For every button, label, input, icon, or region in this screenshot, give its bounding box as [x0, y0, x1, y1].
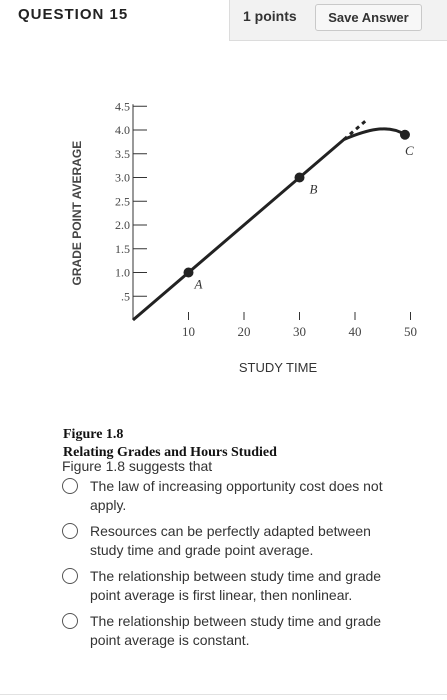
- dashed-extension-line: [342, 119, 368, 141]
- save-answer-button[interactable]: Save Answer: [315, 4, 422, 31]
- option-text-line: The law of increasing opportunity cost d…: [90, 478, 383, 494]
- chart: .5 1.0 1.5 2.0 2.5 3.0 3.5 4.0 4.5 10 20 30 40 50 GRAD…: [70, 99, 417, 375]
- figure-number: Figure 1.8: [63, 427, 124, 442]
- y-tick-label: 4.5: [115, 99, 130, 113]
- point-label-c: C: [405, 143, 414, 158]
- figure-caption: Figure 1.8 Relating Grades and Hours Stu…: [63, 426, 277, 462]
- y-tick-label: 3.5: [115, 147, 130, 161]
- radio-button[interactable]: [62, 613, 78, 629]
- point-c: [399, 129, 410, 140]
- option-text-line: Resources can be perfectly adapted betwe…: [90, 523, 371, 539]
- radio-button[interactable]: [62, 568, 78, 584]
- option-text-line: point average is constant.: [90, 632, 250, 648]
- y-tick-label: 2.5: [115, 194, 130, 208]
- option-text-line: study time and grade point average.: [90, 542, 314, 558]
- answer-option-3[interactable]: The relationship between study time and …: [62, 567, 442, 605]
- y-tick-label: .5: [121, 289, 130, 303]
- radio-button[interactable]: [62, 478, 78, 494]
- points-label: 1 points: [243, 8, 297, 24]
- x-tick-label: 30: [293, 324, 306, 339]
- x-tick-label: 10: [182, 324, 195, 339]
- y-tick-label: 2.0: [115, 218, 130, 232]
- question-header: QUESTION 15 1 points Save Answer: [0, 0, 447, 41]
- answer-option-2[interactable]: Resources can be perfectly adapted betwe…: [62, 522, 442, 560]
- answer-options: The law of increasing opportunity cost d…: [62, 477, 442, 650]
- point-label-a: A: [194, 277, 203, 292]
- option-text-line: apply.: [90, 497, 127, 513]
- x-tick-label: 20: [238, 324, 251, 339]
- question-title: QUESTION 15: [18, 6, 129, 23]
- point-label-b: B: [310, 182, 318, 197]
- question-prompt: Figure 1.8 suggests that: [62, 458, 213, 474]
- y-tick-label: 1.0: [115, 266, 130, 280]
- radio-button[interactable]: [62, 523, 78, 539]
- x-tick-label: 50: [404, 324, 417, 339]
- option-text-line: The relationship between study time and …: [90, 568, 382, 584]
- gpa-curve: [132, 127, 406, 322]
- answer-option-4[interactable]: The relationship between study time and …: [62, 612, 442, 650]
- option-text-line: point average is first linear, then nonl…: [90, 587, 353, 603]
- x-tick-label: 40: [349, 324, 362, 339]
- y-tick-label: 3.0: [115, 171, 130, 185]
- divider: [0, 694, 447, 695]
- point-a: [183, 267, 194, 278]
- y-tick-label: 1.5: [115, 242, 130, 256]
- option-text-line: The relationship between study time and …: [90, 613, 382, 629]
- y-axis-label: GRADE POINT AVERAGE: [70, 141, 84, 286]
- figure: .5 1.0 1.5 2.0 2.5 3.0 3.5 4.0 4.5 10 20 30 40 50 GRAD…: [0, 40, 447, 460]
- x-axis-label: STUDY TIME: [239, 360, 318, 375]
- answer-option-1[interactable]: The law of increasing opportunity cost d…: [62, 477, 442, 515]
- y-tick-label: 4.0: [115, 123, 130, 137]
- figure-title: Relating Grades and Hours Studied: [63, 445, 277, 460]
- point-b: [294, 172, 305, 183]
